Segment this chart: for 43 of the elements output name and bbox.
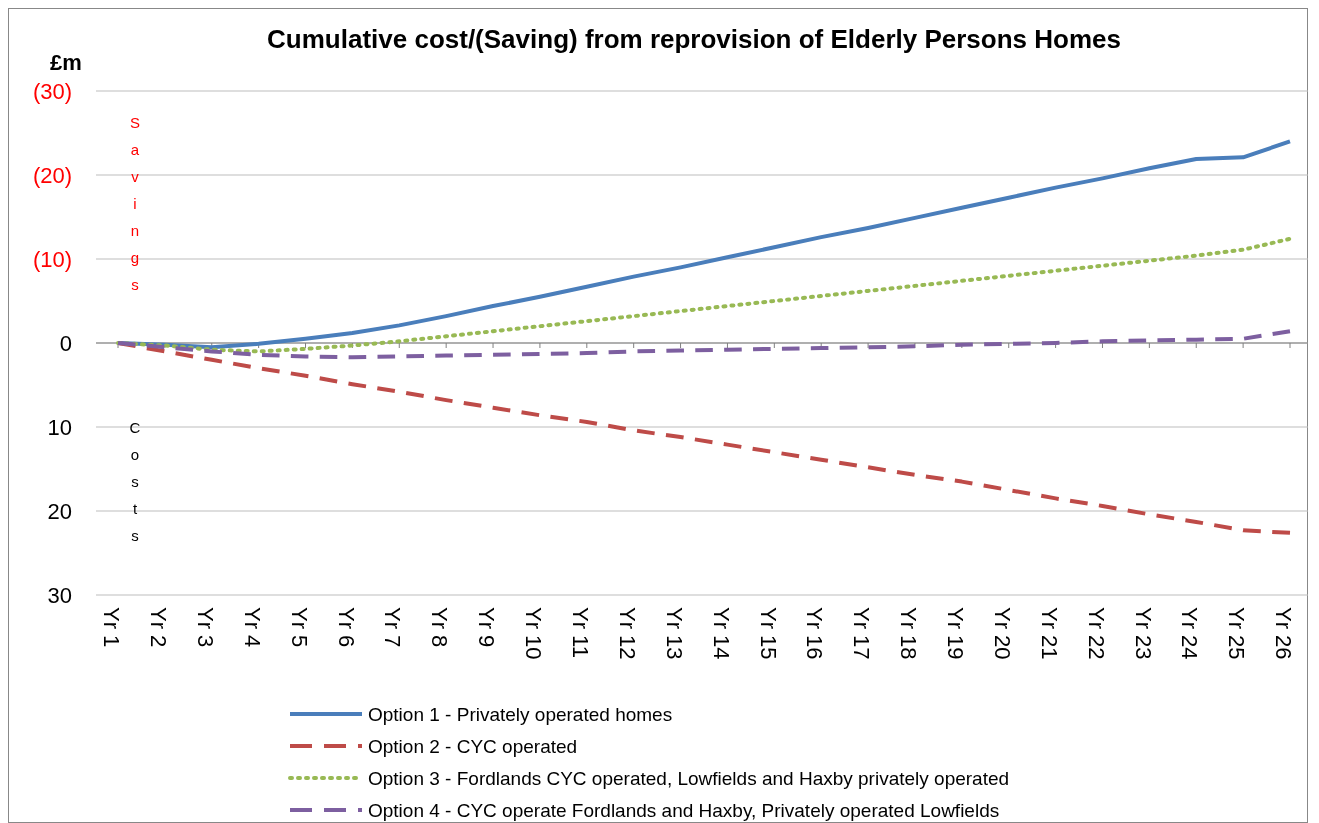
x-tick-label: Yr 9 xyxy=(474,607,500,648)
x-tick-label: Yr 19 xyxy=(943,607,969,660)
x-tick-label: Yr 11 xyxy=(567,607,593,658)
y-tick-label: 10 xyxy=(47,414,72,440)
x-tick-label: Yr 14 xyxy=(708,607,734,660)
x-tick-label: Yr 24 xyxy=(1177,607,1203,660)
x-tick-label: Yr 18 xyxy=(896,607,922,660)
x-tick-label: Yr 10 xyxy=(521,607,547,660)
x-tick-label: Yr 20 xyxy=(989,607,1015,660)
y-tick-label: 20 xyxy=(47,498,72,524)
chart-title: Cumulative cost/(Saving) from reprovision of Elderly Persons Homes xyxy=(267,24,1121,54)
y-tick-label: (30) xyxy=(32,78,72,104)
legend-label: Option 3 - Fordlands CYC operated, Lowfields and Haxby privately operated xyxy=(368,767,1010,789)
legend-label: Option 1 - Privately operated homes xyxy=(368,703,673,725)
x-tick-label: Yr 26 xyxy=(1271,607,1297,660)
x-tick-label: Yr 5 xyxy=(286,607,312,648)
x-tick-label: Yr 22 xyxy=(1083,607,1109,660)
x-tick-label: Yr 21 xyxy=(1036,607,1062,660)
y-axis-title: £m xyxy=(50,50,82,75)
y-tick-label: (20) xyxy=(32,162,72,188)
x-tick-label: Yr 8 xyxy=(427,607,453,648)
x-tick-label: Yr 23 xyxy=(1130,607,1156,660)
x-tick-label: Yr 6 xyxy=(333,607,359,648)
annotation: Costs xyxy=(129,419,141,544)
x-tick-label: Yr 7 xyxy=(380,607,406,648)
line-series xyxy=(116,236,1292,354)
y-tick-label: (10) xyxy=(32,246,72,272)
x-tick-label: Yr 12 xyxy=(614,607,640,660)
x-tick-label: Yr 25 xyxy=(1224,607,1250,660)
x-tick-label: Yr 2 xyxy=(146,607,172,648)
y-tick-label: 30 xyxy=(47,582,72,608)
line-series xyxy=(116,329,1292,360)
x-tick-label: Yr 15 xyxy=(755,607,781,660)
x-tick-label: Yr 1 xyxy=(99,607,125,648)
legend-label: Option 4 - CYC operate Fordlands and Haxby, Privately operated Lowfields xyxy=(368,799,1000,821)
x-tick-label: Yr 3 xyxy=(192,607,218,648)
x-tick-label: Yr 4 xyxy=(239,607,265,648)
annotation: Savings xyxy=(129,114,141,293)
legend-label: Option 2 - CYC operated xyxy=(368,735,578,757)
x-tick-label: Yr 16 xyxy=(802,607,828,660)
y-tick-label: 0 xyxy=(59,330,72,356)
x-tick-label: Yr 13 xyxy=(661,607,687,660)
x-tick-label: Yr 17 xyxy=(849,607,875,660)
